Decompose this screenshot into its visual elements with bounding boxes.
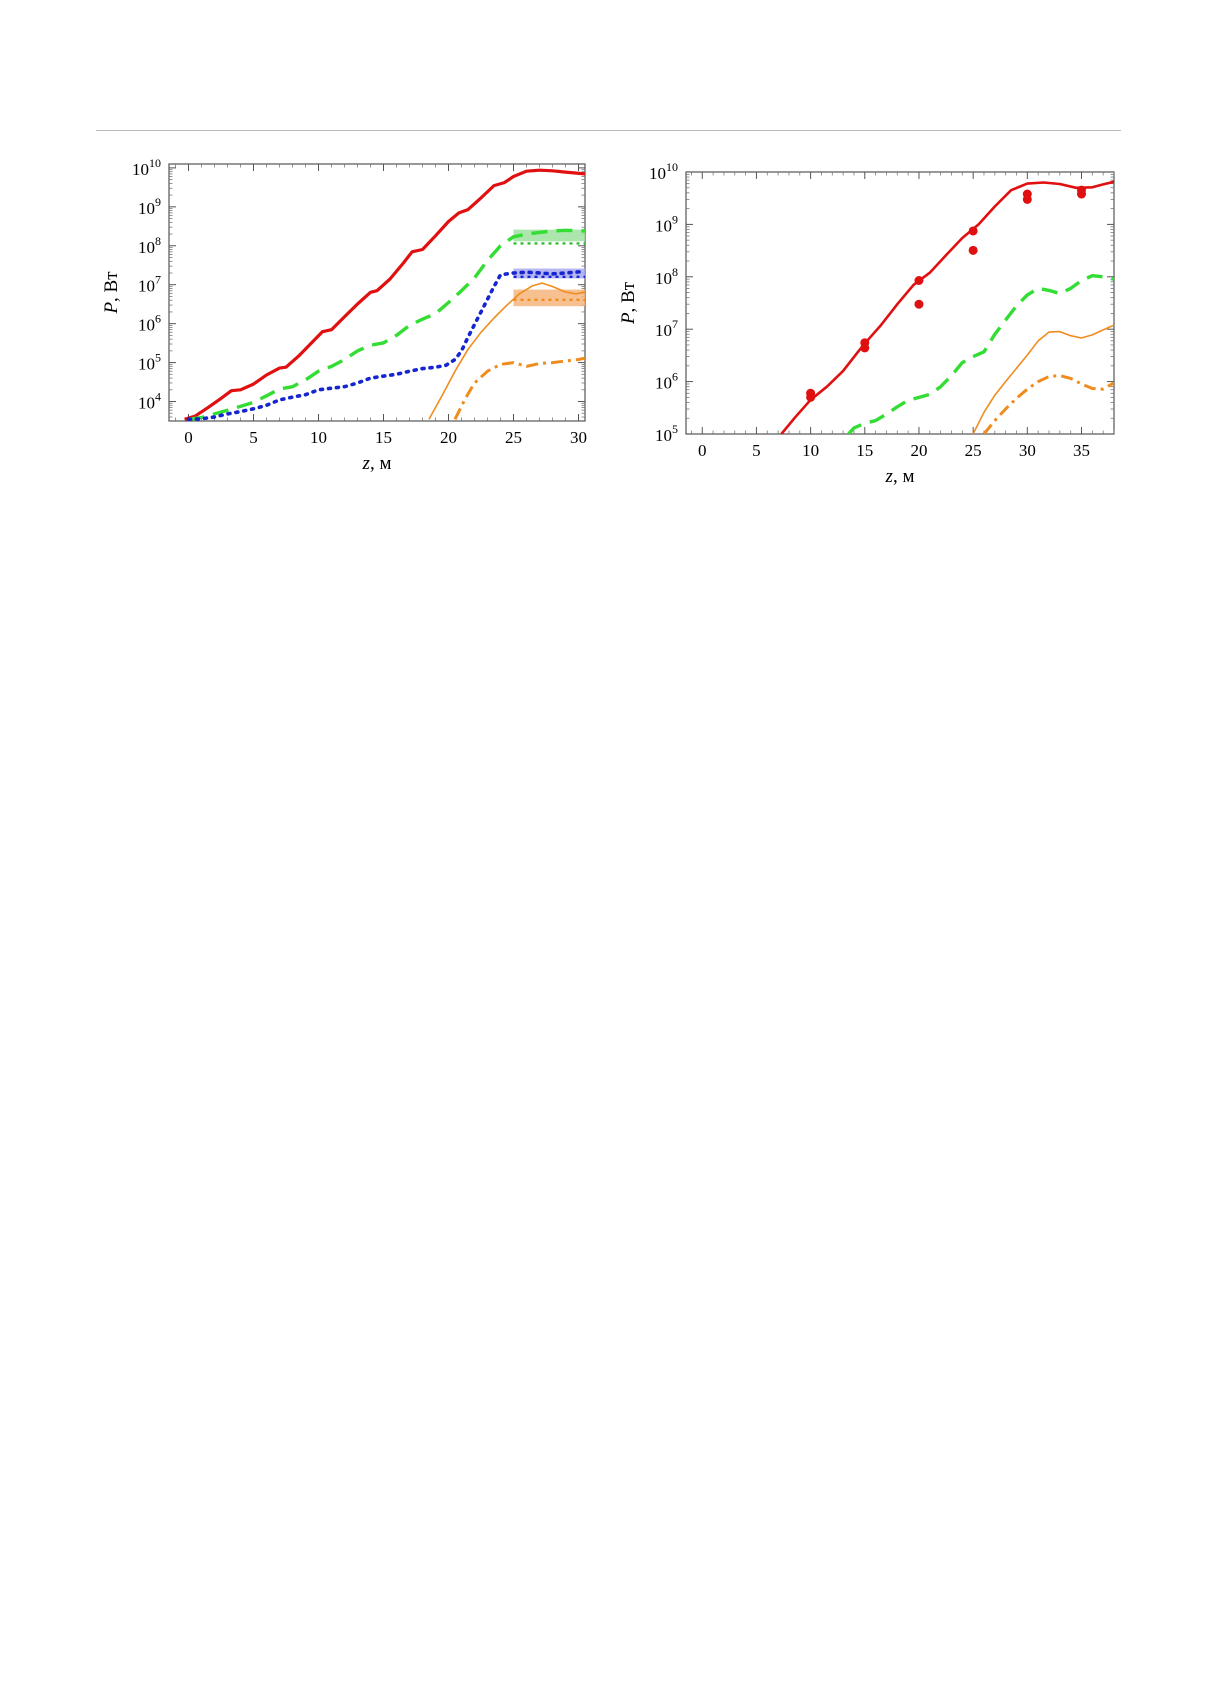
x-tick-label: 25 bbox=[965, 441, 982, 460]
x-axis-label: z, м bbox=[362, 453, 392, 474]
data-point bbox=[914, 275, 924, 285]
y-tick-label: 107 bbox=[138, 273, 161, 296]
x-tick-label: 5 bbox=[752, 441, 761, 460]
series-line-2 bbox=[188, 228, 585, 421]
x-tick-label: 20 bbox=[440, 428, 457, 447]
y-tick-label: 106 bbox=[138, 312, 161, 335]
y-tick-label: 104 bbox=[138, 390, 161, 413]
y-tick-label: 108 bbox=[655, 265, 678, 288]
y-tick-label: 109 bbox=[655, 212, 678, 235]
x-tick-label: 0 bbox=[698, 441, 707, 460]
series-line-3 bbox=[972, 324, 1114, 434]
y-axis-label: P, Вт bbox=[618, 281, 639, 325]
series-line-2 bbox=[847, 274, 1114, 434]
y-tick-label: 106 bbox=[655, 370, 678, 393]
series-line-3 bbox=[186, 269, 585, 421]
data-point bbox=[1022, 194, 1032, 204]
data-point bbox=[968, 245, 978, 255]
y-tick-label: 109 bbox=[138, 195, 161, 218]
y-tick-label: 108 bbox=[138, 234, 161, 257]
data-point bbox=[1076, 189, 1086, 199]
x-tick-label: 25 bbox=[505, 428, 522, 447]
series-line-4 bbox=[982, 374, 1114, 434]
series-line-1 bbox=[184, 168, 585, 421]
series-line-4 bbox=[428, 282, 585, 420]
header-rule bbox=[96, 130, 1121, 131]
x-tick-label: 10 bbox=[310, 428, 327, 447]
data-point bbox=[968, 226, 978, 236]
y-tick-label: 1010 bbox=[649, 160, 678, 183]
plot-area bbox=[184, 168, 585, 421]
estimate-band bbox=[513, 268, 585, 279]
x-axis-label: z, м bbox=[885, 466, 915, 487]
x-tick-label: 10 bbox=[802, 441, 819, 460]
y-tick-label: 105 bbox=[655, 422, 678, 445]
y-axis-label: P, Вт bbox=[101, 271, 122, 315]
x-tick-label: 15 bbox=[375, 428, 392, 447]
x-tick-label: 0 bbox=[184, 428, 193, 447]
plot-area bbox=[780, 180, 1114, 434]
data-point bbox=[860, 343, 870, 353]
x-tick-label: 15 bbox=[856, 441, 873, 460]
estimate-band bbox=[513, 289, 585, 307]
y-tick-label: 107 bbox=[655, 317, 678, 340]
y-tick-label: 1010 bbox=[132, 156, 161, 179]
estimate-band bbox=[513, 229, 585, 242]
x-tick-label: 30 bbox=[1019, 441, 1036, 460]
x-tick-label: 5 bbox=[249, 428, 258, 447]
x-tick-label: 30 bbox=[570, 428, 587, 447]
data-point bbox=[914, 299, 924, 309]
data-point bbox=[806, 392, 816, 402]
x-tick-label: 35 bbox=[1073, 441, 1090, 460]
plot-frame bbox=[685, 171, 1115, 435]
x-tick-label: 20 bbox=[910, 441, 927, 460]
y-tick-label: 105 bbox=[138, 351, 161, 374]
series-line-1 bbox=[780, 180, 1114, 434]
series-line-5 bbox=[453, 356, 585, 420]
